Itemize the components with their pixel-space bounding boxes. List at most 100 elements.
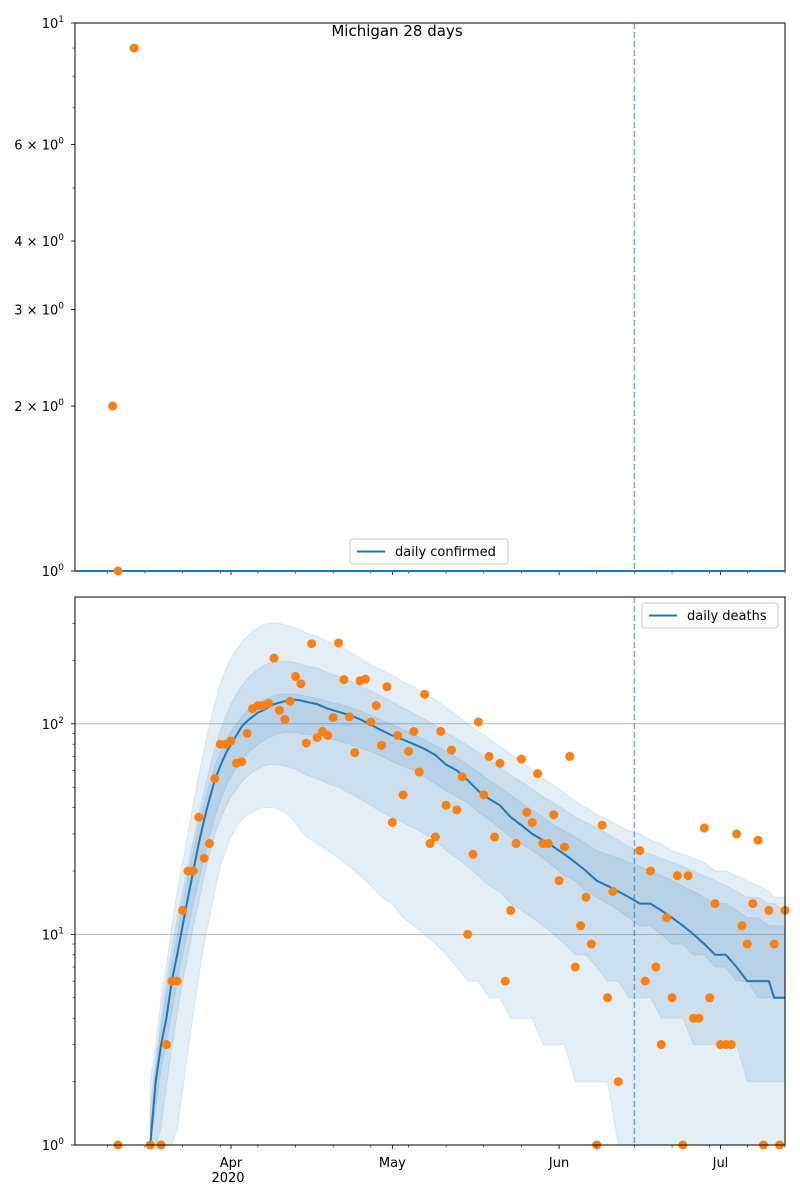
uncertainty-band-middle [149, 660, 785, 1145]
death-point [506, 905, 516, 915]
death-point [285, 696, 295, 706]
death-point [656, 1040, 666, 1050]
y-tick-label: 102 [42, 716, 64, 733]
death-point [586, 939, 596, 949]
death-point [344, 712, 354, 722]
death-point [409, 726, 419, 736]
death-point [683, 871, 693, 881]
x-tick-label: May [379, 1156, 406, 1171]
death-point [194, 812, 204, 822]
y-tick-label: 101 [42, 15, 64, 32]
x-tick-sublabel: 2020 [211, 1171, 244, 1186]
legend-box [641, 602, 779, 629]
legend: daily confirmed [349, 538, 509, 565]
plot-area [75, 597, 785, 1145]
death-point [651, 962, 661, 972]
death-point [172, 976, 182, 986]
death-point [726, 1040, 736, 1050]
death-point [468, 849, 478, 859]
death-point [549, 810, 559, 820]
death-point [479, 790, 489, 800]
legend: daily deaths [641, 602, 779, 629]
death-point [581, 892, 591, 902]
death-point [452, 805, 462, 815]
death-point [662, 913, 672, 923]
death-point [495, 758, 505, 768]
y-tick-label: 101 [42, 926, 64, 943]
confirmed-panel: 101 6 × 100 4 × 100 3 × 100 2 × 100 100 Michig… [14, 15, 786, 580]
death-point [188, 866, 198, 876]
death-point [323, 730, 333, 740]
legend-label: daily confirmed [395, 545, 496, 560]
death-point [371, 701, 381, 711]
death-point [473, 717, 483, 727]
death-point [199, 853, 209, 863]
death-point [420, 689, 430, 699]
death-point [430, 832, 440, 842]
death-point [533, 769, 543, 779]
confirmed-point [129, 43, 139, 53]
death-point [463, 929, 473, 939]
death-point [565, 751, 575, 761]
confirmed-point [113, 566, 123, 576]
death-point [516, 754, 526, 764]
death-point [490, 832, 500, 842]
death-point [441, 800, 451, 810]
death-point [204, 839, 214, 849]
death-point [242, 728, 252, 738]
death-point [387, 817, 397, 827]
death-point [646, 866, 656, 876]
x-tick-label: Apr [220, 1156, 243, 1171]
death-point [237, 757, 247, 767]
death-point [748, 899, 758, 909]
death-point [328, 713, 338, 723]
death-point [296, 679, 306, 689]
death-point [339, 675, 349, 685]
death-point [710, 899, 720, 909]
y-tick-label: 100 [42, 1137, 65, 1154]
death-point [597, 820, 607, 830]
y-tick-label: 6 × 100 [14, 137, 64, 154]
death-point [769, 939, 779, 949]
death-point [559, 842, 569, 852]
death-point [484, 751, 494, 761]
death-point [210, 773, 220, 783]
death-point [382, 682, 392, 692]
death-point [226, 736, 236, 746]
death-point [753, 835, 763, 845]
death-point [576, 921, 586, 931]
death-point [543, 839, 553, 849]
death-point [366, 717, 376, 727]
death-point [705, 993, 715, 1003]
confirmed-point [108, 401, 118, 411]
death-point [570, 962, 580, 972]
death-point [737, 921, 747, 931]
death-point [447, 745, 457, 755]
death-point [360, 674, 370, 684]
legend-label: daily deaths [687, 609, 767, 624]
death-point [699, 823, 709, 833]
death-point [527, 817, 537, 827]
death-point [500, 976, 510, 986]
death-point [274, 705, 284, 715]
death-point [414, 767, 424, 777]
death-point [608, 886, 618, 896]
death-point [457, 772, 467, 782]
death-point [264, 698, 274, 708]
chart-title: Michigan 28 days [331, 22, 462, 40]
uncertainty-band-inner [149, 693, 785, 1145]
death-point [511, 839, 521, 849]
death-point [640, 976, 650, 986]
death-point [398, 790, 408, 800]
death-point [764, 905, 774, 915]
death-point [161, 1040, 171, 1050]
axes-frame [74, 22, 786, 572]
death-point [554, 876, 564, 886]
death-point [377, 740, 387, 750]
death-point [694, 1013, 704, 1023]
death-point [350, 748, 360, 758]
y-tick-label: 2 × 100 [14, 398, 64, 415]
legend-box [349, 538, 509, 565]
y-tick-label: 4 × 100 [14, 233, 64, 250]
